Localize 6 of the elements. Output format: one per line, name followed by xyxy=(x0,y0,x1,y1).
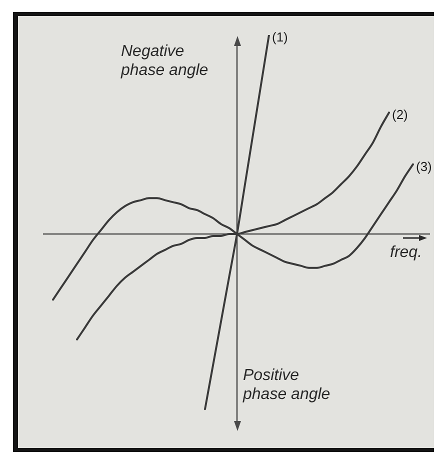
annotation: Positive phase angle xyxy=(243,366,332,404)
series-label: (1) xyxy=(272,30,288,45)
y-axis-title: Negative phase angle xyxy=(121,42,210,80)
x-axis-title: freq. xyxy=(390,243,422,262)
series-label: (3) xyxy=(416,158,432,174)
series-label: (2) xyxy=(392,107,408,122)
